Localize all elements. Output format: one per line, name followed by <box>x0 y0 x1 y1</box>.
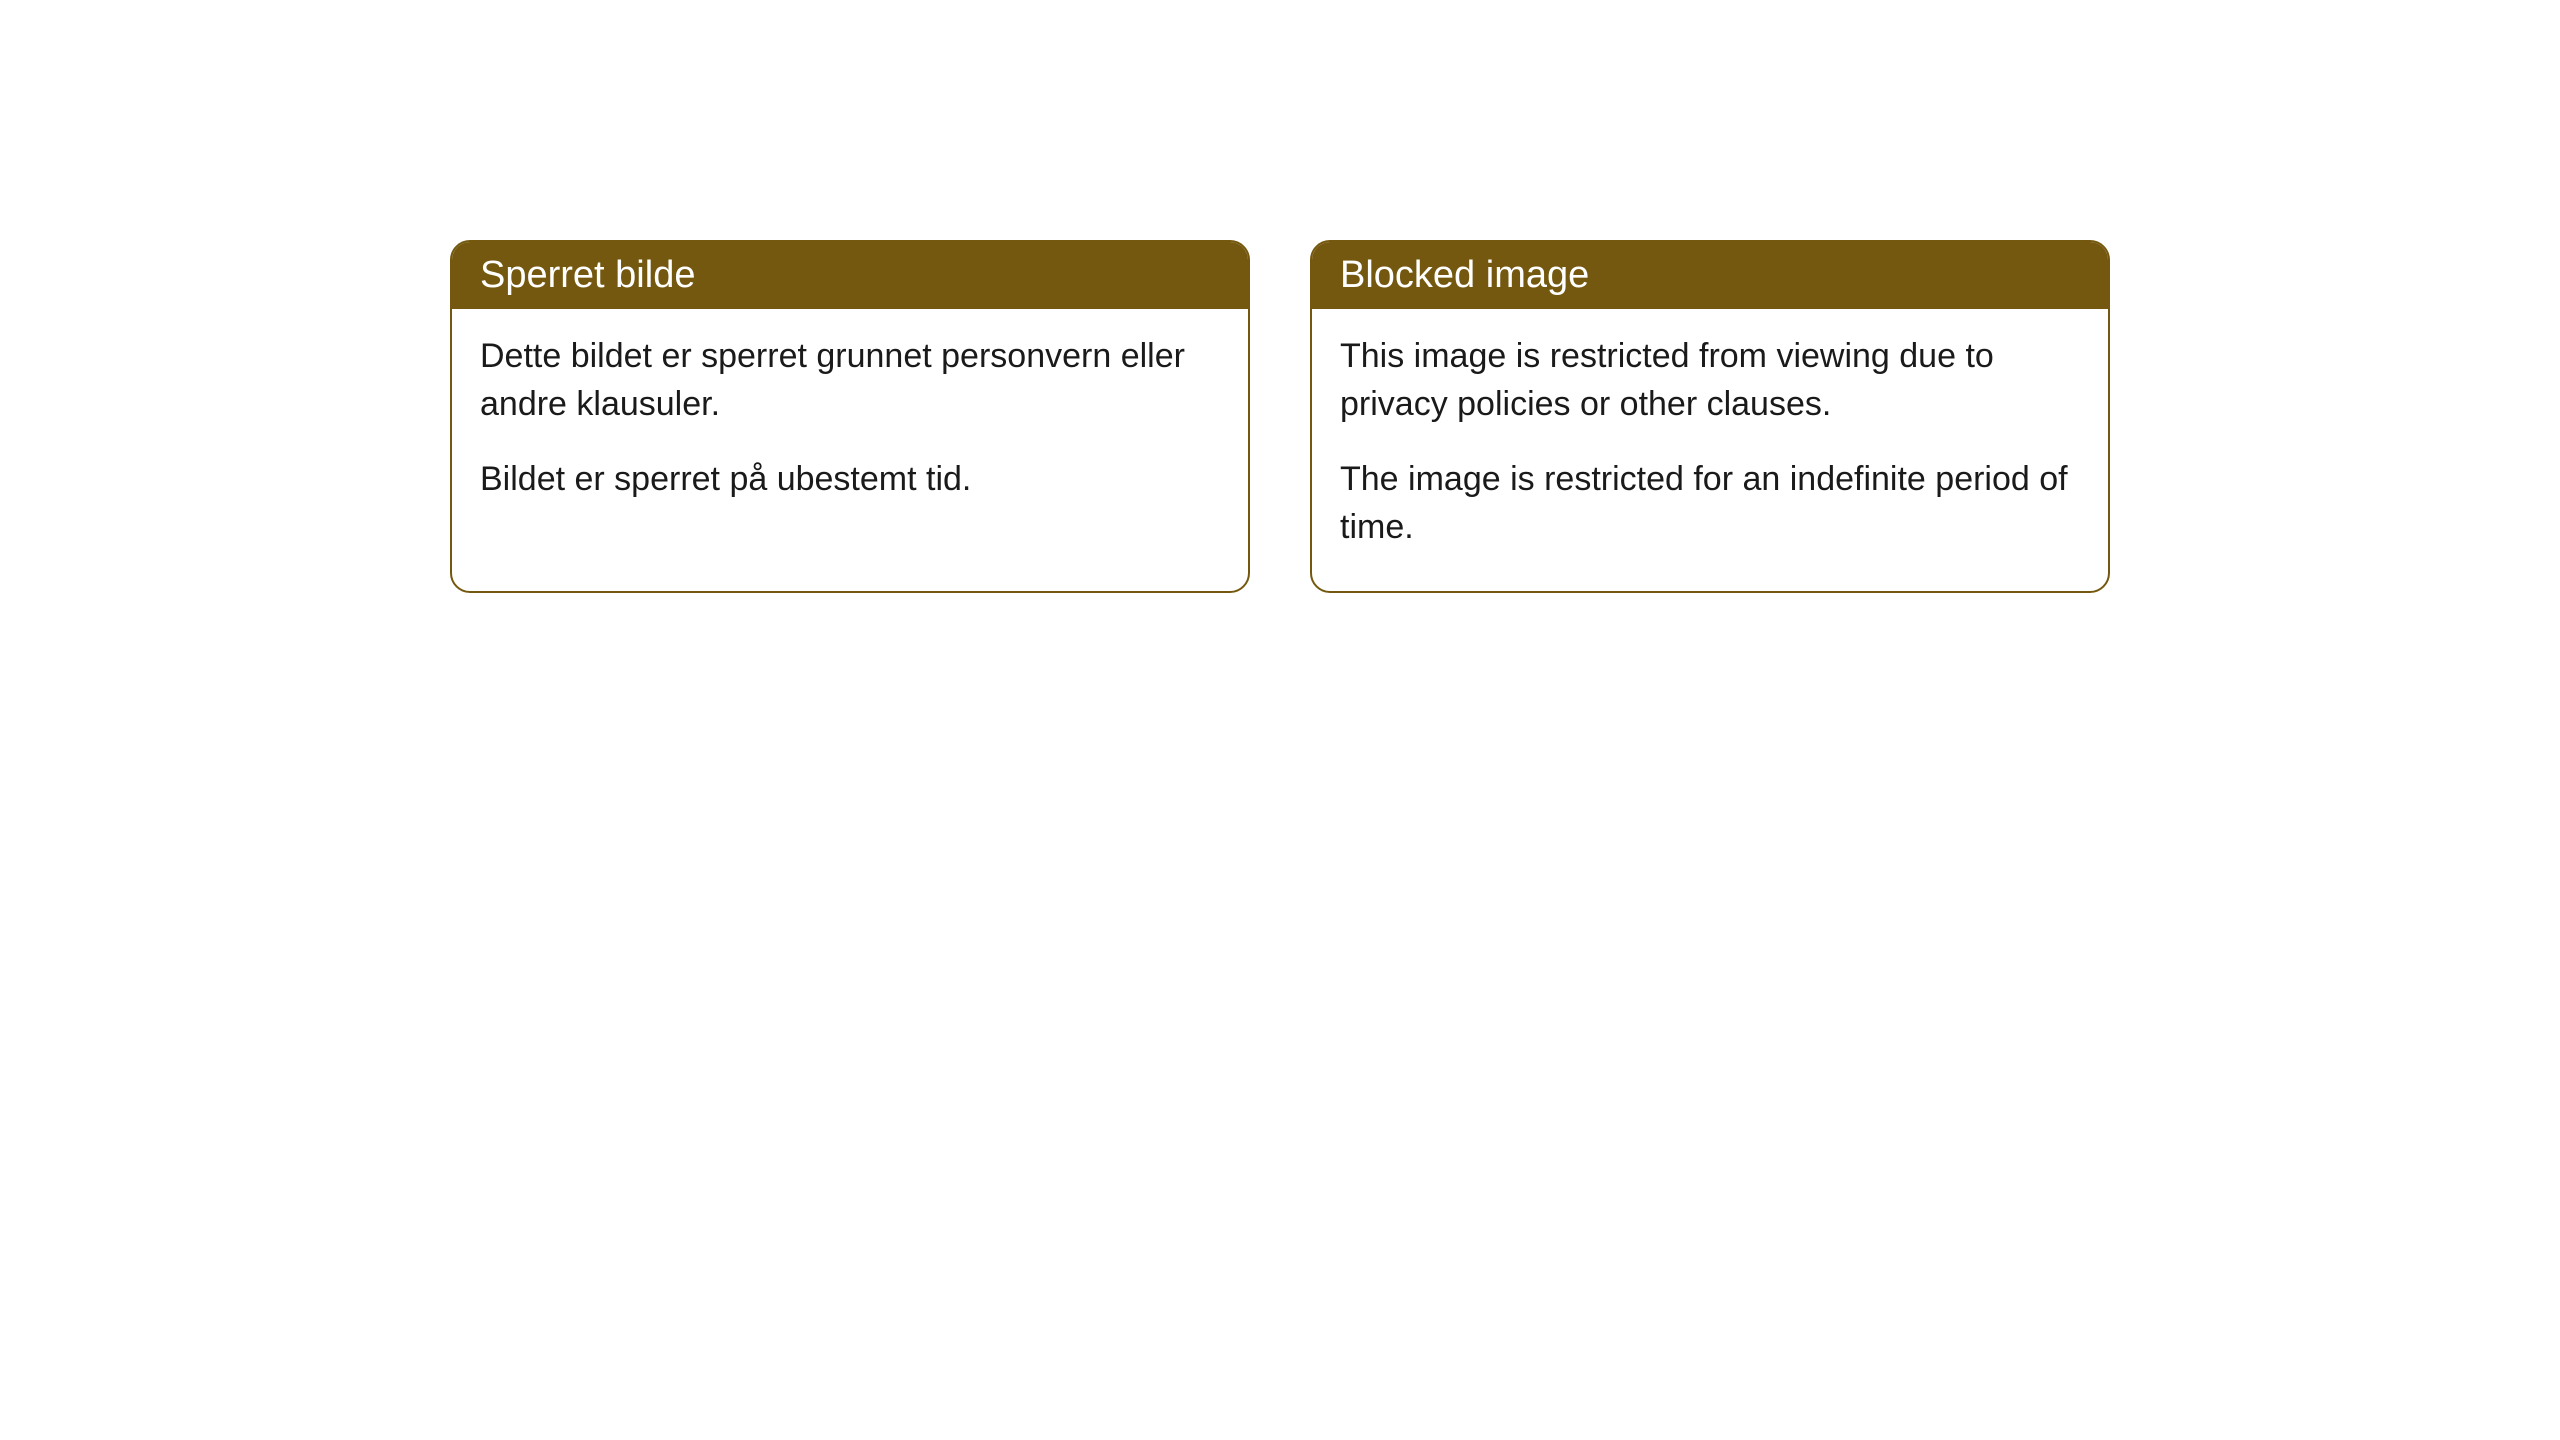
card-paragraph: This image is restricted from viewing du… <box>1340 333 2080 428</box>
card-body: This image is restricted from viewing du… <box>1312 309 2108 591</box>
card-title: Blocked image <box>1340 254 1589 296</box>
card-header: Sperret bilde <box>452 242 1248 309</box>
card-header: Blocked image <box>1312 242 2108 309</box>
card-paragraph: Dette bildet er sperret grunnet personve… <box>480 333 1220 428</box>
card-paragraph: The image is restricted for an indefinit… <box>1340 456 2080 551</box>
notice-cards-container: Sperret bilde Dette bildet er sperret gr… <box>450 240 2110 593</box>
notice-card-english: Blocked image This image is restricted f… <box>1310 240 2110 593</box>
card-body: Dette bildet er sperret grunnet personve… <box>452 309 1248 544</box>
card-title: Sperret bilde <box>480 254 695 296</box>
notice-card-norwegian: Sperret bilde Dette bildet er sperret gr… <box>450 240 1250 593</box>
card-paragraph: Bildet er sperret på ubestemt tid. <box>480 456 1220 504</box>
